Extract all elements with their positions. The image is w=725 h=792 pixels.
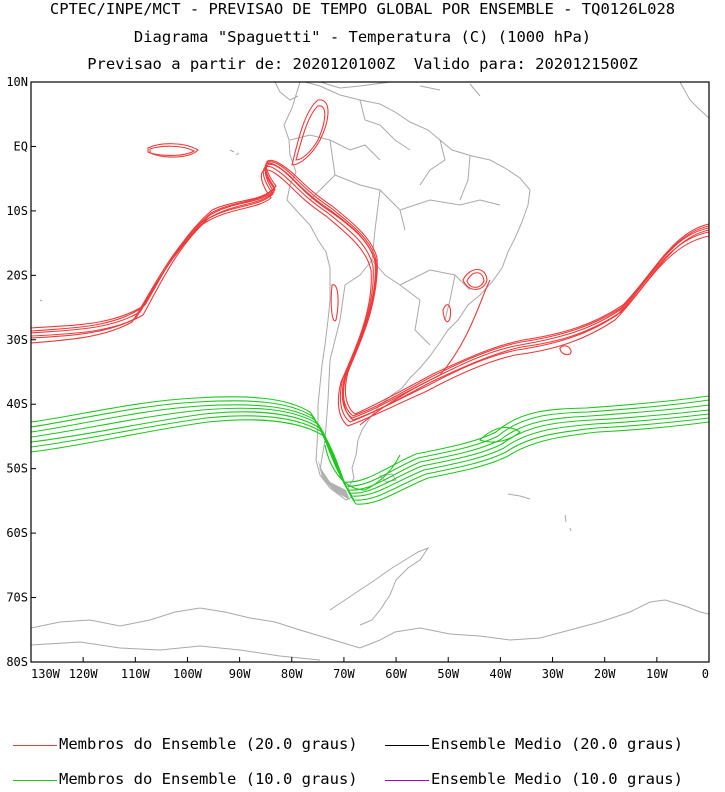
contour-20-oval	[147, 143, 199, 158]
antarctica-coast	[31, 599, 709, 649]
galapagos-islands	[229, 149, 240, 156]
contour-10-member	[31, 419, 709, 505]
lat-label: 60S	[6, 526, 28, 540]
member-10-contours	[31, 395, 709, 505]
small-island	[39, 299, 43, 302]
country-borders	[289, 99, 501, 471]
lon-label: 100W	[173, 667, 203, 681]
lat-label: 10S	[6, 204, 28, 218]
lon-label: 80W	[281, 667, 303, 681]
map-content	[31, 82, 709, 661]
contour-20-oval	[149, 145, 196, 156]
contour-10-member	[31, 407, 709, 494]
south-georgia	[507, 493, 531, 500]
lon-label: 110W	[121, 667, 151, 681]
contour-20-loop	[291, 99, 329, 166]
contour-20-small-loop	[559, 345, 572, 356]
legend-member20-label: Membros do Ensemble (20.0 graus)	[59, 735, 358, 753]
lon-label: 120W	[69, 667, 99, 681]
lon-label: 60W	[385, 667, 407, 681]
lon-label: 90W	[229, 667, 251, 681]
coastlines	[31, 82, 709, 661]
member-20-contours	[31, 99, 709, 427]
contour-20-member	[31, 159, 709, 415]
contour-10-member	[31, 399, 709, 487]
lat-label: 70S	[6, 591, 28, 605]
contour-20-uruguay	[442, 304, 451, 323]
contour-20-member	[31, 165, 709, 423]
contour-10-member	[31, 411, 709, 497]
lon-label: 10W	[646, 667, 668, 681]
tierra-del-fuego	[318, 460, 350, 500]
contour-20-member	[31, 169, 709, 427]
lon-label: 0	[702, 667, 709, 681]
map-frame	[30, 81, 710, 663]
title-line-2: Diagrama "Spaguetti" - Temperatura (C) (…	[133, 28, 592, 46]
contour-10-member	[31, 395, 709, 483]
contour-20-chile	[330, 284, 339, 322]
lat-label: 10N	[6, 75, 28, 89]
lon-label: 20W	[594, 667, 616, 681]
lat-label: 80S	[6, 655, 28, 669]
lat-label: 30S	[6, 333, 28, 347]
legend-member20-line	[13, 745, 57, 746]
contour-20-brazil-loop	[466, 272, 485, 288]
legend-member10-label: Membros do Ensemble (10.0 graus)	[59, 770, 358, 788]
lon-label: 30W	[542, 667, 564, 681]
lat-label: 20S	[6, 268, 28, 282]
contour-20-loop	[295, 105, 326, 161]
lat-label: 50S	[6, 462, 28, 476]
contour-10-patagonia	[324, 444, 401, 491]
contour-20-argentina	[359, 279, 491, 426]
legend-mean10-line	[385, 780, 429, 781]
antarctic-peninsula	[329, 546, 430, 626]
lon-label: 130W	[31, 667, 61, 681]
legend-member10-line	[13, 780, 57, 781]
lon-label: 40W	[490, 667, 512, 681]
lon-label: 70W	[333, 667, 355, 681]
title-line-1: CPTEC/INPE/MCT - PREVISAO DE TEMPO GLOBA…	[49, 0, 676, 18]
south-sandwich	[564, 514, 572, 532]
contour-20-member	[31, 161, 709, 417]
lat-label: 40S	[6, 397, 28, 411]
legend-mean20-label: Ensemble Medio (20.0 graus)	[431, 735, 683, 753]
antarctica-inner	[31, 641, 321, 661]
contour-10-member	[31, 404, 709, 491]
legend-mean20-line	[385, 745, 429, 746]
south-america-coastline	[283, 82, 531, 501]
contour-10-loop	[478, 426, 521, 443]
lon-label: 50W	[437, 667, 459, 681]
central-america-coastline	[274, 82, 709, 119]
lat-label: EQ	[14, 139, 28, 153]
contour-20-brazil-loop	[462, 268, 488, 290]
legend-mean10-label: Ensemble Medio (10.0 graus)	[431, 770, 683, 788]
title-line-3: Previsao a partir de: 2020120100Z Valido…	[87, 55, 638, 73]
contour-10-member	[31, 415, 709, 501]
contour-20-member	[31, 162, 709, 419]
